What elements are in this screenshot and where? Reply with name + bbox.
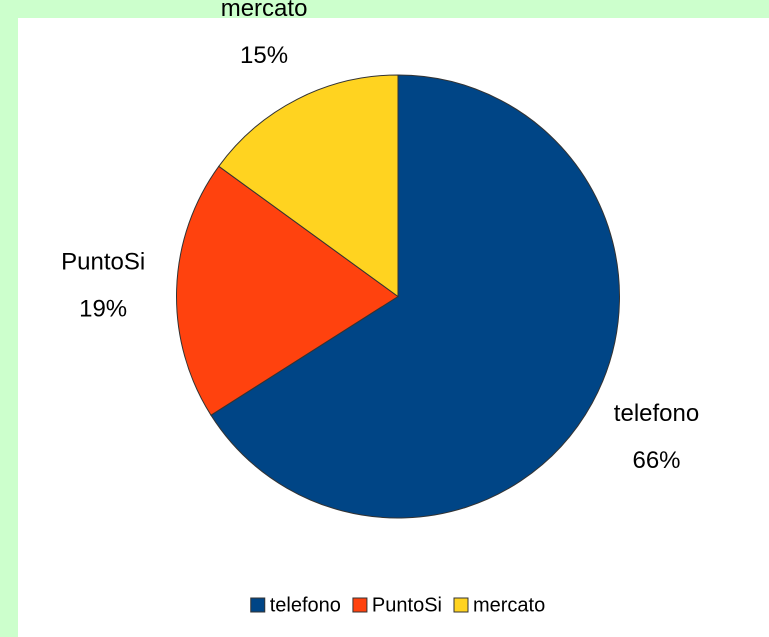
legend-label: telefono <box>270 594 341 616</box>
slice-value-label: 66% <box>632 447 680 474</box>
pie-slice <box>176 165 399 416</box>
legend-label: mercato <box>473 594 545 616</box>
slice-value-label: 19% <box>79 296 127 323</box>
slice-category-label: mercato <box>221 0 308 22</box>
slice-category-label: telefono <box>614 400 699 427</box>
slice-value-label: 15% <box>240 42 288 69</box>
legend-swatch <box>453 597 469 613</box>
pie-slice <box>218 74 399 298</box>
pie-slice <box>210 74 620 519</box>
legend-label: PuntoSi <box>372 594 442 616</box>
legend-swatch <box>250 597 266 613</box>
legend-swatch <box>352 597 368 613</box>
slice-category-label: PuntoSi <box>61 249 145 276</box>
